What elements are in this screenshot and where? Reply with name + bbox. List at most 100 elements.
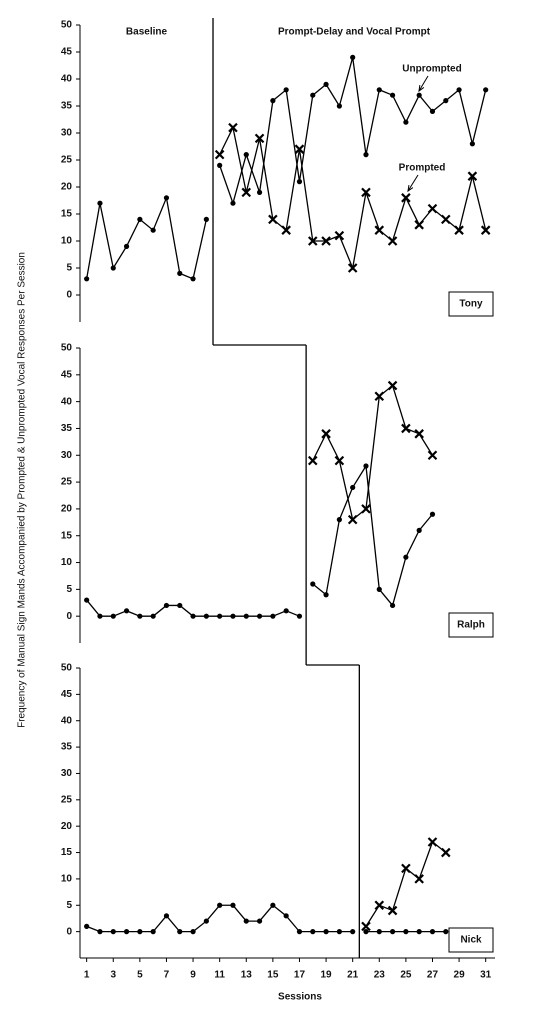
x-marker — [268, 214, 278, 225]
dot-marker — [323, 81, 329, 87]
dot-marker — [123, 929, 130, 935]
dot-marker — [310, 581, 316, 587]
dot-marker — [283, 913, 289, 919]
y-tick-label: 15 — [61, 847, 73, 858]
x-marker — [387, 380, 398, 391]
x-marker — [414, 874, 424, 884]
x-marker — [427, 203, 438, 214]
x-marker — [427, 837, 438, 847]
dot-marker — [97, 929, 103, 935]
dot-marker — [336, 517, 342, 523]
x-marker — [441, 847, 451, 858]
dot-marker — [217, 902, 223, 908]
x-tick-label: 23 — [374, 970, 386, 981]
dot-marker — [363, 929, 369, 935]
dot-marker — [137, 613, 143, 619]
dot-marker — [296, 929, 303, 935]
y-tick-label: 50 — [61, 343, 73, 354]
y-tick-label: 5 — [66, 263, 72, 274]
dot-marker — [230, 902, 236, 908]
x-tick-label: 29 — [454, 970, 466, 981]
dot-marker — [137, 216, 143, 222]
dot-marker — [403, 929, 409, 935]
y-tick-label: 10 — [61, 557, 73, 568]
dot-marker — [389, 602, 396, 609]
dot-marker — [376, 929, 382, 935]
x-tick-label: 17 — [294, 970, 306, 981]
dot-marker — [363, 463, 369, 469]
x-marker — [414, 220, 424, 230]
dot-marker — [190, 276, 196, 282]
x-marker — [228, 122, 238, 133]
dot-marker — [403, 119, 409, 125]
x-marker — [467, 171, 478, 181]
x-axis-label: Sessions — [278, 992, 322, 1003]
x-tick-label: 5 — [137, 970, 143, 981]
x-tick-label: 9 — [190, 970, 196, 981]
dot-marker — [203, 613, 209, 619]
x-marker — [334, 455, 345, 466]
x-marker — [214, 149, 225, 160]
x-tick-label: 15 — [267, 970, 279, 981]
panel-label: Nick — [460, 935, 482, 946]
y-tick-label: 45 — [61, 369, 73, 380]
x-marker — [241, 187, 252, 198]
dot-marker — [336, 103, 342, 109]
dot-marker — [177, 929, 183, 935]
dot-marker — [469, 141, 475, 147]
dot-marker — [243, 613, 249, 619]
x-marker — [401, 423, 411, 434]
y-tick-label: 0 — [66, 926, 72, 937]
y-tick-label: 20 — [61, 821, 73, 832]
panel-label: Ralph — [457, 620, 485, 631]
x-marker — [254, 133, 265, 144]
annotation: Unprompted — [402, 64, 461, 75]
y-tick-label: 45 — [61, 689, 73, 700]
y-tick-label: 45 — [61, 47, 73, 58]
dot-marker — [416, 92, 422, 98]
dot-marker — [403, 554, 409, 560]
phase-label: Baseline — [126, 27, 168, 38]
dot-marker — [203, 918, 209, 924]
dot-marker — [389, 92, 396, 98]
dot-marker — [296, 613, 303, 619]
x-marker — [454, 225, 464, 235]
dot-marker — [230, 200, 236, 206]
dot-marker — [150, 227, 156, 233]
dot-marker — [270, 902, 276, 908]
dot-marker — [230, 613, 236, 619]
dot-marker — [150, 929, 156, 935]
dot-marker — [283, 608, 289, 614]
y-tick-label: 50 — [61, 20, 73, 31]
dot-marker — [243, 152, 249, 158]
series-line — [86, 904, 353, 933]
dot-marker — [310, 92, 316, 98]
dot-marker — [97, 613, 103, 619]
panel-label-box — [448, 291, 494, 317]
dot-marker — [376, 87, 382, 93]
dot-marker — [443, 929, 449, 935]
dot-marker — [110, 265, 116, 271]
dot-marker — [203, 216, 209, 222]
x-marker — [347, 263, 358, 273]
x-marker — [307, 236, 318, 246]
dot-marker — [350, 929, 356, 935]
series-line — [219, 57, 487, 206]
dot-marker — [429, 929, 436, 935]
y-tick-label: 5 — [66, 900, 72, 911]
dot-marker — [376, 586, 382, 592]
dot-marker — [429, 511, 436, 517]
series-line — [312, 464, 433, 607]
dot-marker — [97, 200, 103, 206]
y-tick-label: 35 — [61, 742, 73, 753]
dot-marker — [190, 613, 196, 619]
series-line — [312, 384, 434, 521]
dot-marker — [389, 929, 396, 935]
dot-marker — [323, 592, 329, 598]
dot-marker — [336, 929, 342, 935]
dot-marker — [163, 602, 170, 609]
y-tick-label: 20 — [61, 504, 73, 515]
x-marker — [321, 236, 331, 246]
dot-marker — [416, 527, 422, 533]
x-marker — [387, 236, 398, 246]
